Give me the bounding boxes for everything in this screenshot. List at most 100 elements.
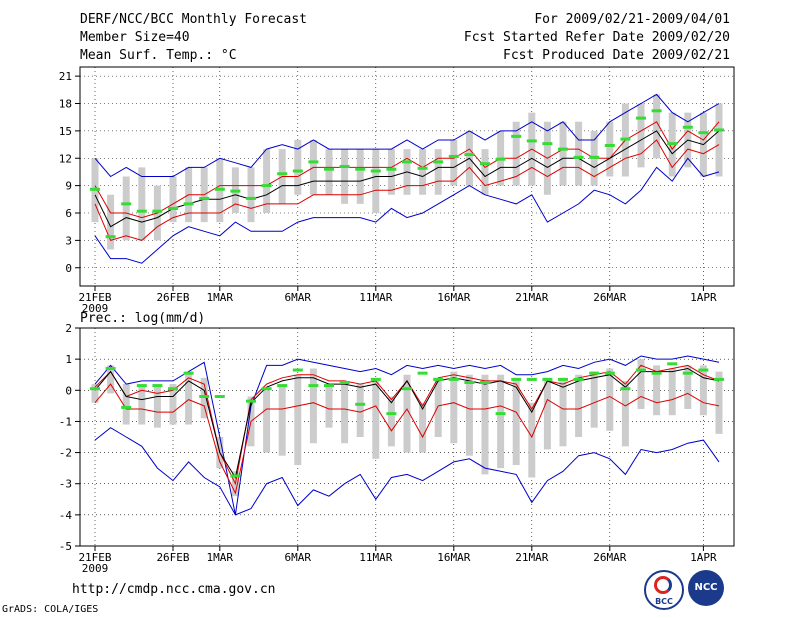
chart1-marker-27 [511,134,522,138]
chart1-range-bar-27 [512,121,520,186]
chart1-ytick-label-1: 3 [65,234,72,247]
chart2-range-bar-27 [512,377,520,466]
chart2-range-bar-31 [575,374,583,437]
chart2-marker-22 [433,377,444,381]
chart1-xtick-label-5: 16MAR [437,291,470,304]
chart2-range-bar-22 [434,377,442,437]
chart2-series-max [94,355,720,515]
chart1-marker-12 [277,172,288,176]
chart2-range-bar-5 [169,384,177,425]
chart2-range-bar-25 [481,374,489,475]
chart2-range-bar-23 [450,371,458,444]
chart2-marker-11 [261,387,272,391]
chart1-marker-37 [667,142,678,146]
chart2-marker-14 [308,384,319,388]
chart1-marker-8 [214,187,225,191]
chart2-marker-20 [402,387,412,391]
chart2-marker-24 [464,381,475,384]
chart2-marker-23 [448,377,459,381]
chart1-ytick-label-3: 9 [65,180,72,193]
chart2-series-mean [94,367,720,479]
chart2-marker-6 [183,371,194,375]
chart2-marker-17 [355,402,366,406]
chart1-marker-1 [105,235,116,239]
chart1-range-bar-16 [341,149,349,204]
chart1-marker-40 [714,128,724,132]
chart1-range-bar-35 [637,103,645,168]
chart1-range-bar-15 [325,149,333,195]
chart1-ytick-label-5: 15 [59,125,72,138]
source-url[interactable]: http://cmdp.ncc.cma.gov.cn [72,582,276,597]
chart2-frame [79,327,735,547]
chart1-series-upper [94,121,720,219]
chart2-marker-16 [339,381,350,384]
chart1-series-lower [94,139,720,242]
chart2-ytick-label-6: 1 [65,353,72,366]
chart2-range-bar-11 [263,390,271,453]
chart1-marker-11 [261,184,272,188]
chart2-marker-21 [417,371,428,375]
chart2-marker-15 [324,384,334,388]
chart1-range-bar-22 [434,149,442,195]
chart2-marker-5 [168,387,178,391]
chart2-range-bar-14 [309,368,317,444]
chart1-range-bar-18 [372,149,380,213]
chart1-range-bar-25 [481,149,489,195]
chart1-marker-3 [136,209,147,213]
chart2-marker-8 [214,395,225,399]
forecast-period: For 2009/02/21-2009/04/01 [534,12,730,27]
chart1-ytick-label-4: 12 [59,152,72,165]
chart1-series-min [94,157,720,264]
chart1-marker-33 [604,143,615,147]
chart1-range-bar-13 [294,140,302,195]
chart1-xtick-label-3: 6MAR [285,291,312,304]
chart2-ytick-label-3: -2 [59,447,72,460]
chart2-title: Prec.: log(mm/d) [80,311,205,326]
chart1-series-max [94,93,720,178]
chart1-xtick-label-7: 26MAR [593,291,626,304]
chart2-marker-30 [558,377,568,381]
chart2-marker-35 [636,368,646,372]
chart2-xtick-label-0: 21FEB [78,551,111,564]
chart2-marker-2 [121,405,132,409]
started-date: Fcst Started Refer Date 2009/02/20 [463,30,730,45]
chart2-marker-0 [90,387,100,391]
chart1-marker-2 [121,202,132,206]
chart2-range-bar-37 [668,368,676,416]
ncc-logo: NCC [688,570,724,606]
chart2-range-bar-19 [387,396,395,447]
chart2-xtick-label-5: 16MAR [437,551,470,564]
chart2-series-lower [94,383,720,495]
chart2-marker-25 [480,381,490,384]
chart2-xtick-sublabel-0: 2009 [82,562,109,575]
chart2-xtick-label-6: 21MAR [515,551,548,564]
chart1-ytick-label-6: 18 [59,98,72,111]
chart2-ytick-label-1: -4 [59,509,73,522]
chart2-range-bar-13 [294,374,302,466]
chart2-range-bar-17 [356,384,364,437]
chart1-marker-28 [526,139,537,143]
chart1-range-bar-19 [387,149,395,195]
chart1-marker-7 [199,196,210,200]
variable-label: Mean Surf. Temp.: °C [80,48,237,63]
chart2-range-bar-16 [341,384,349,444]
chart1-ytick-label-0: 0 [65,262,72,275]
member-size: Member Size=40 [80,30,190,45]
chart2-series-min [94,427,720,516]
chart2-range-bar-32 [590,371,598,428]
chart1-range-bar-11 [263,149,271,213]
chart2-marker-3 [136,384,147,388]
chart2-range-bar-20 [403,374,411,453]
chart1-marker-30 [558,147,568,151]
chart2-marker-33 [604,371,615,375]
chart2-marker-32 [589,371,600,375]
chart2-marker-38 [682,371,693,375]
chart2-xtick-label-8: 1APR [690,551,717,564]
chart1-marker-16 [339,164,350,168]
chart2-ytick-label-5: 0 [65,384,72,397]
chart2-range-bar-34 [621,380,629,447]
chart1-marker-23 [448,154,459,158]
chart1-range-bar-3 [138,167,146,241]
produced-date: Fcst Produced Date 2009/02/21 [503,48,730,63]
chart2-marker-27 [511,377,522,381]
